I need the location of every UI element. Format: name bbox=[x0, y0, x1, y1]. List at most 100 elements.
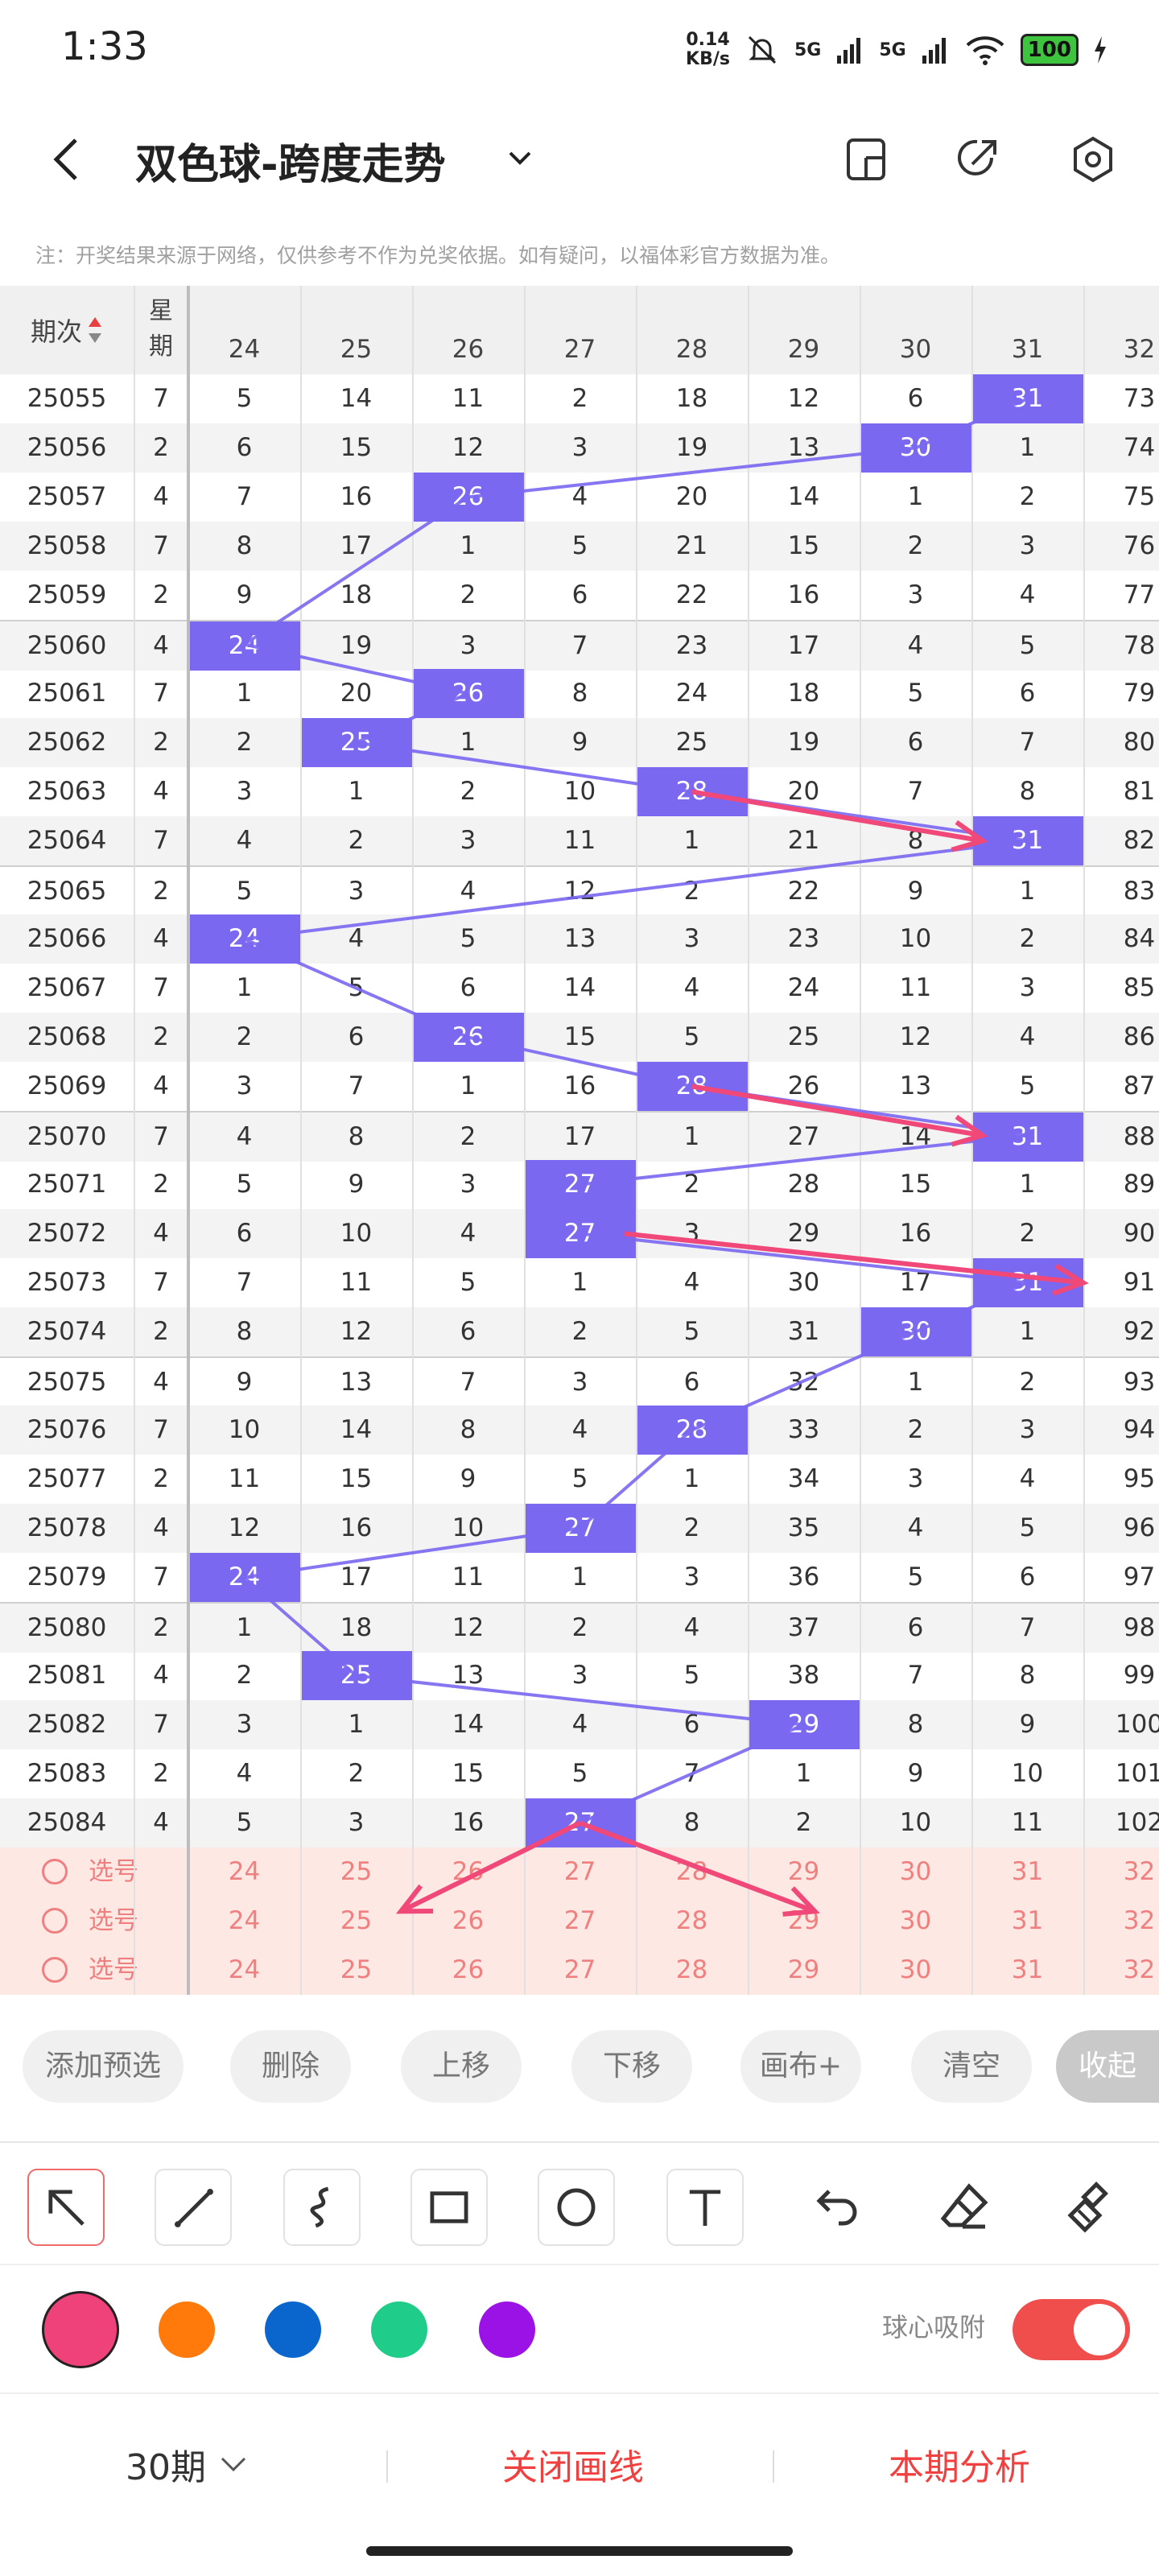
value-cell[interactable]: 10 bbox=[899, 1808, 932, 1837]
value-cell[interactable]: 19 bbox=[340, 631, 373, 660]
value-cell[interactable]: 16 bbox=[563, 1071, 596, 1100]
value-cell[interactable]: 94 bbox=[1123, 1415, 1156, 1444]
value-cell[interactable]: 27 bbox=[787, 1122, 820, 1151]
value-cell[interactable]: 15 bbox=[563, 1022, 596, 1051]
value-cell[interactable]: 99 bbox=[1123, 1661, 1156, 1690]
value-cell[interactable]: 4 bbox=[907, 631, 924, 660]
value-cell[interactable]: 89 bbox=[1123, 1170, 1156, 1199]
value-cell[interactable]: 37 bbox=[787, 1613, 820, 1642]
value-cell[interactable]: 4 bbox=[348, 924, 365, 953]
value-cell[interactable]: 11 bbox=[452, 1563, 485, 1591]
undo-icon[interactable] bbox=[797, 2169, 874, 2246]
value-cell[interactable]: 36 bbox=[787, 1563, 820, 1591]
value-cell[interactable]: 5 bbox=[907, 1563, 924, 1591]
value-cell[interactable]: 19 bbox=[675, 433, 708, 462]
value-cell[interactable]: 4 bbox=[236, 826, 253, 855]
period-analysis-button[interactable]: 本期分析 bbox=[889, 2447, 1030, 2488]
value-cell[interactable]: 20 bbox=[787, 777, 820, 806]
select-number[interactable]: 29 bbox=[787, 1906, 820, 1935]
value-cell[interactable]: 16 bbox=[787, 580, 820, 609]
select-number[interactable]: 32 bbox=[1123, 1906, 1156, 1935]
hit-cell[interactable]: 26 bbox=[412, 1013, 524, 1062]
value-cell[interactable]: 7 bbox=[907, 1661, 924, 1690]
value-cell[interactable]: 3 bbox=[348, 877, 365, 906]
value-cell[interactable]: 3 bbox=[1019, 973, 1036, 1002]
value-cell[interactable]: 1 bbox=[1019, 1170, 1036, 1199]
value-cell[interactable]: 15 bbox=[340, 433, 373, 462]
share-icon[interactable] bbox=[951, 134, 1003, 185]
value-cell[interactable]: 76 bbox=[1123, 531, 1156, 560]
value-cell[interactable]: 6 bbox=[907, 728, 924, 757]
value-cell[interactable]: 2 bbox=[1019, 1368, 1036, 1397]
value-cell[interactable]: 12 bbox=[563, 877, 596, 906]
value-cell[interactable]: 16 bbox=[452, 1808, 485, 1837]
value-cell[interactable]: 2 bbox=[460, 580, 476, 609]
value-cell[interactable]: 21 bbox=[675, 531, 708, 560]
circle-icon[interactable] bbox=[538, 2169, 615, 2246]
move-up-button[interactable]: 上移 bbox=[401, 2030, 522, 2103]
value-cell[interactable]: 5 bbox=[236, 384, 253, 413]
value-cell[interactable]: 17 bbox=[563, 1122, 596, 1151]
value-cell[interactable]: 5 bbox=[236, 1808, 253, 1837]
value-cell[interactable]: 4 bbox=[1019, 1022, 1036, 1051]
value-cell[interactable]: 2 bbox=[348, 1759, 365, 1788]
value-cell[interactable]: 1 bbox=[460, 1071, 476, 1100]
select-number[interactable]: 31 bbox=[1011, 1906, 1044, 1935]
magnet-toggle[interactable] bbox=[1013, 2299, 1130, 2360]
move-down-button[interactable]: 下移 bbox=[571, 2030, 692, 2103]
value-cell[interactable]: 5 bbox=[236, 877, 253, 906]
value-cell[interactable]: 14 bbox=[563, 973, 596, 1002]
value-cell[interactable]: 1 bbox=[571, 1563, 588, 1591]
select-number[interactable]: 30 bbox=[899, 1906, 932, 1935]
eraser-icon[interactable] bbox=[926, 2169, 1003, 2246]
hit-cell[interactable]: 24 bbox=[188, 1553, 300, 1602]
hit-cell[interactable]: 28 bbox=[636, 767, 748, 816]
select-radio[interactable] bbox=[42, 1957, 68, 1983]
value-cell[interactable]: 77 bbox=[1123, 580, 1156, 609]
value-cell[interactable]: 97 bbox=[1123, 1563, 1156, 1591]
value-cell[interactable]: 2 bbox=[683, 1513, 700, 1542]
delete-button[interactable]: 删除 bbox=[230, 2030, 351, 2103]
hit-cell[interactable]: 24 bbox=[188, 621, 300, 671]
hit-cell[interactable]: 27 bbox=[524, 1209, 636, 1258]
select-number[interactable]: 27 bbox=[563, 1906, 596, 1935]
value-cell[interactable]: 8 bbox=[1019, 777, 1036, 806]
value-cell[interactable]: 9 bbox=[236, 1368, 253, 1397]
value-cell[interactable]: 83 bbox=[1123, 877, 1156, 906]
select-number[interactable]: 29 bbox=[787, 1955, 820, 1984]
value-cell[interactable]: 3 bbox=[683, 924, 700, 953]
value-cell[interactable]: 78 bbox=[1123, 631, 1156, 660]
value-cell[interactable]: 4 bbox=[571, 482, 588, 511]
period-header[interactable]: 期次 bbox=[0, 286, 134, 374]
value-cell[interactable]: 6 bbox=[236, 1219, 253, 1248]
settings-icon[interactable] bbox=[1067, 134, 1119, 185]
text-icon[interactable] bbox=[666, 2169, 744, 2246]
value-cell[interactable]: 6 bbox=[1019, 679, 1036, 708]
value-cell[interactable]: 2 bbox=[236, 728, 253, 757]
value-cell[interactable]: 3 bbox=[571, 1661, 588, 1690]
value-cell[interactable]: 5 bbox=[1019, 631, 1036, 660]
value-cell[interactable]: 3 bbox=[1019, 1415, 1036, 1444]
select-number[interactable]: 26 bbox=[452, 1857, 485, 1886]
value-cell[interactable]: 29 bbox=[787, 1219, 820, 1248]
value-cell[interactable]: 5 bbox=[1019, 1071, 1036, 1100]
value-cell[interactable]: 2 bbox=[1019, 482, 1036, 511]
page-title[interactable]: 双色球-跨度走势 bbox=[135, 141, 446, 189]
value-cell[interactable]: 2 bbox=[795, 1808, 812, 1837]
hit-cell[interactable]: 27 bbox=[524, 1504, 636, 1553]
value-cell[interactable]: 5 bbox=[460, 1268, 476, 1297]
value-cell[interactable]: 10 bbox=[452, 1513, 485, 1542]
value-cell[interactable]: 13 bbox=[563, 924, 596, 953]
value-cell[interactable]: 10 bbox=[563, 777, 596, 806]
value-cell[interactable]: 4 bbox=[460, 1219, 476, 1248]
value-cell[interactable]: 11 bbox=[899, 973, 932, 1002]
value-cell[interactable]: 24 bbox=[787, 973, 820, 1002]
value-cell[interactable]: 4 bbox=[1019, 580, 1036, 609]
value-cell[interactable]: 2 bbox=[460, 1122, 476, 1151]
hit-cell[interactable]: 30 bbox=[860, 1307, 971, 1356]
color-swatch[interactable] bbox=[371, 2301, 427, 2358]
value-cell[interactable]: 5 bbox=[683, 1317, 700, 1346]
value-cell[interactable]: 1 bbox=[348, 1710, 365, 1739]
value-cell[interactable]: 10 bbox=[1011, 1759, 1044, 1788]
select-number[interactable]: 24 bbox=[228, 1906, 261, 1935]
